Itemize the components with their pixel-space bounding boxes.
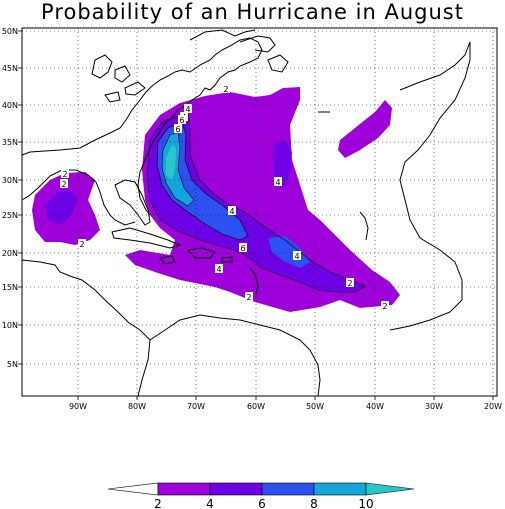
- band-10-plus: [166, 145, 176, 180]
- lon-tick-label: 20W: [484, 402, 502, 411]
- colorbar-label: 6: [258, 497, 266, 509]
- colorbar-seg-6-8: [261, 482, 315, 496]
- colorbar-seg-2-4: [157, 482, 211, 496]
- lat-tick-label: 10N: [2, 321, 18, 330]
- latitude-ticks: 5N 10N 15N 20N 25N 30N 35N 40N 45N 50N: [2, 27, 22, 369]
- contour-value-label: 2: [223, 85, 228, 94]
- lat-tick-label: 50N: [2, 27, 18, 36]
- band-2-4-ne: [338, 100, 392, 158]
- colorbar-labels: 2 4 6 8 10: [154, 497, 373, 509]
- contour-value-label: 2: [246, 293, 251, 302]
- band-2-4-main: [125, 87, 400, 312]
- colorbar-seg-4-6: [209, 482, 263, 496]
- contour-value-label: 4: [294, 252, 299, 261]
- lat-lon-grid: [22, 28, 497, 396]
- region-boundary-east: [389, 41, 471, 331]
- great-lakes: [91, 54, 146, 103]
- lat-tick-label: 45N: [2, 64, 18, 73]
- newfoundland: [267, 54, 289, 73]
- coast-gulf: [21, 259, 151, 397]
- lon-tick-label: 80W: [128, 402, 146, 411]
- contour-labels: 2242466446442222: [60, 84, 389, 311]
- hispaniola: [187, 247, 216, 259]
- labrador-coast: [189, 29, 256, 41]
- contour-value-label: 2: [79, 240, 84, 249]
- coastlines: [21, 29, 471, 397]
- colorbar-label: 2: [154, 497, 162, 509]
- band-4-6-gulf: [45, 190, 78, 225]
- florida: [114, 179, 151, 226]
- jamaica: [159, 255, 176, 265]
- coast-north-america: [21, 37, 263, 216]
- lon-tick-label: 40W: [366, 402, 384, 411]
- lon-tick-label: 50W: [306, 402, 324, 411]
- lat-tick-label: 35N: [2, 138, 18, 147]
- map-title: Probability of an Hurricane in August: [41, 0, 464, 24]
- colorbar-label: 8: [310, 497, 318, 509]
- cuba: [111, 227, 182, 249]
- lon-tick-label: 60W: [247, 402, 265, 411]
- contour-value-label: 2: [62, 170, 67, 179]
- contour-value-label: 6: [175, 125, 180, 134]
- lon-tick-label: 30W: [425, 402, 443, 411]
- contour-value-label: 4: [216, 265, 221, 274]
- coast-south-america: [149, 314, 321, 397]
- puerto-rico: [221, 256, 233, 263]
- contour-value-label: 6: [179, 116, 184, 125]
- contour-value-label: 2: [382, 302, 387, 311]
- contour-value-label: 2: [347, 279, 352, 288]
- contour-value-label: 2: [61, 180, 66, 189]
- lat-tick-label: 40N: [2, 101, 18, 110]
- lat-tick-label: 20N: [2, 249, 18, 258]
- colorbar-label: 4: [206, 497, 214, 509]
- colorbar-seg-8-10: [313, 482, 367, 496]
- lat-tick-label: 30N: [2, 176, 18, 185]
- contour-value-label: 6: [240, 244, 245, 253]
- contour-value-label: 4: [229, 207, 234, 216]
- lon-tick-label: 90W: [69, 402, 87, 411]
- lon-tick-label: 70W: [187, 402, 205, 411]
- lat-tick-label: 15N: [2, 283, 18, 292]
- lat-tick-label: 25N: [2, 211, 18, 220]
- colorbar-low-arrow: [107, 482, 159, 496]
- colorbar-high-arrow: [365, 482, 415, 496]
- lat-tick-label: 5N: [7, 360, 18, 369]
- colorbar-label: 10: [358, 497, 373, 509]
- contour-value-label: 4: [275, 178, 280, 187]
- longitude-ticks: 90W 80W 70W 60W 50W 40W 30W 20W: [69, 396, 502, 411]
- contour-value-label: 4: [185, 105, 190, 114]
- colorbar: 2 4 6 8 10: [107, 482, 415, 509]
